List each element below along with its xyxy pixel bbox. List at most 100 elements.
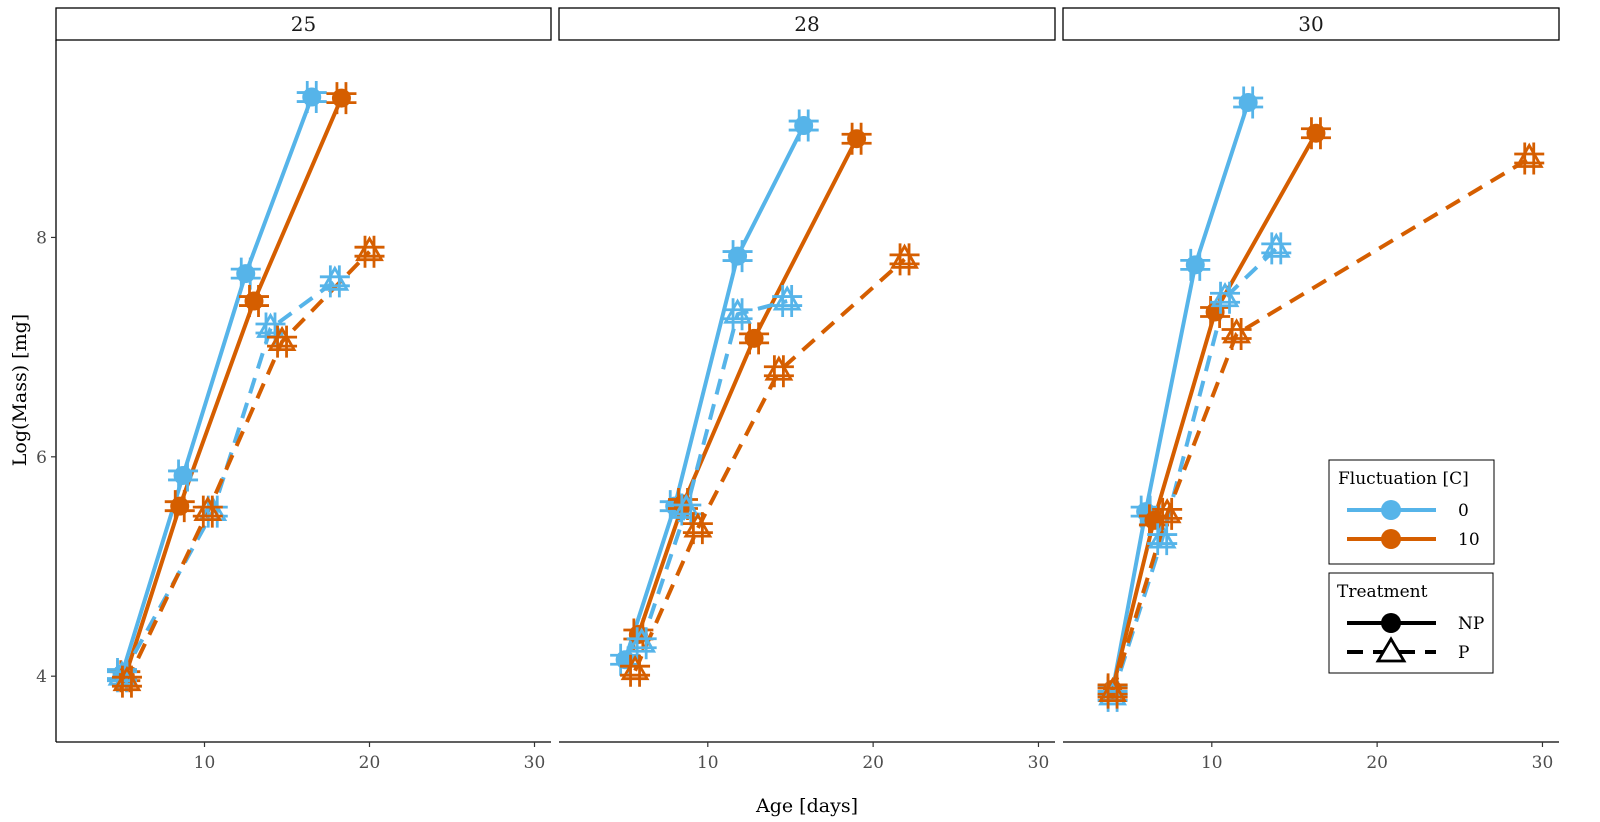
series-line-0-NP [120,96,314,675]
data-point [326,82,357,115]
point-marker-triangle [1514,142,1544,168]
data-point [164,490,195,523]
point-marker-circle [1185,255,1205,275]
series-line-0-P [120,279,336,678]
panel-30: 30 10 20 30 [1062,7,1560,773]
error-bars [763,355,794,388]
point-marker-triangle [620,654,650,681]
data-point [1514,142,1545,175]
point-marker-circle [728,246,748,266]
data-point [1261,232,1292,265]
legend-label: NP [1458,614,1484,634]
x-tick-label: 20 [1366,753,1388,773]
legend-key-circle [1381,529,1401,549]
error-bars [255,312,286,345]
point-marker-triangle [683,512,713,538]
point-marker-circle [170,496,190,516]
error-bars [1097,676,1128,709]
x-tick-label: 30 [1028,753,1050,773]
series-line-0-P [1110,246,1278,697]
data-point [763,355,794,388]
series-line-10-NP [123,97,344,677]
data-point [1097,676,1128,709]
legend-key-triangle [1375,636,1407,663]
error-bars [722,298,753,331]
data-point [230,257,261,290]
point-marker-triangle [772,285,802,311]
data-point [296,81,327,114]
legend-fluctuation: Fluctuation [C] 0 10 [1328,459,1495,565]
series-line-10-P [633,257,906,672]
error-bars [682,512,713,545]
error-bars [1514,142,1545,175]
data-point [788,109,819,142]
point-marker-triangle [1152,498,1182,524]
error-bars [626,627,657,660]
data-point [1180,248,1211,281]
series-line-10-NP [1110,132,1318,690]
series-line-10-NP [636,137,859,636]
y-axis-title: Log(Mass) [mg] [9,314,31,466]
x-tick-label: 10 [194,753,216,773]
panels-layer: 25 4 6 8 10 20 30 28 10 20 30 30 10 20 30 [36,7,1560,773]
error-bars [1221,317,1252,350]
data-point [168,459,199,492]
panel-28: 28 10 20 30 [558,7,1056,773]
data-point [722,298,753,331]
y-tick-label: 6 [36,448,47,468]
data-point [1210,281,1241,314]
point-marker-circle [744,328,764,348]
data-point [354,235,385,268]
error-bars [319,265,350,298]
error-bars [1152,497,1183,530]
series-line-0-NP [623,124,806,661]
point-marker-triangle [193,495,223,522]
data-point [682,512,713,545]
error-bars [197,495,228,528]
point-marker-triangle [627,627,657,653]
data-point [192,495,223,528]
error-bars [889,243,920,276]
error-bars [192,495,223,528]
error-bars [1261,232,1292,265]
y-tick-label: 4 [36,667,47,687]
point-marker-triangle [723,298,752,324]
x-tick-label: 30 [1532,753,1554,773]
x-tick-label: 20 [862,753,884,773]
x-tick-label: 10 [697,753,719,773]
strip-label: 30 [1298,12,1323,36]
point-marker-circle [794,116,814,136]
strip-box [55,7,552,41]
point-marker-triangle [671,493,701,519]
error-bars [354,235,385,268]
point-marker-triangle [1098,680,1128,706]
data-point [111,665,142,698]
series-line-10-P [1110,156,1531,694]
point-marker-triangle [890,243,919,269]
series-line-0-NP [1110,101,1251,691]
data-point [626,627,657,660]
point-marker-triangle [355,235,384,262]
data-point [1300,117,1331,150]
data-point [889,243,920,276]
legend-title: Treatment [1337,582,1428,602]
strip-box [1062,7,1560,41]
x-tick-label: 30 [524,753,546,773]
point-marker-triangle [1261,232,1291,258]
x-tick-label: 20 [359,753,381,773]
error-bars [1147,523,1178,556]
point-marker-circle [331,88,351,108]
y-tick-label: 8 [36,228,47,248]
legend-title: Fluctuation [C] [1338,469,1469,489]
data-point [319,265,350,298]
error-bars [1210,281,1241,314]
data-point [239,285,269,318]
panel-25: 25 4 6 8 10 20 30 [36,7,552,773]
error-bars [772,285,803,318]
point-marker-circle [1306,123,1326,143]
point-marker-circle [302,87,322,107]
series-line-0-P [639,299,788,644]
point-marker-triangle [1098,676,1128,703]
point-marker-circle [1238,93,1258,113]
